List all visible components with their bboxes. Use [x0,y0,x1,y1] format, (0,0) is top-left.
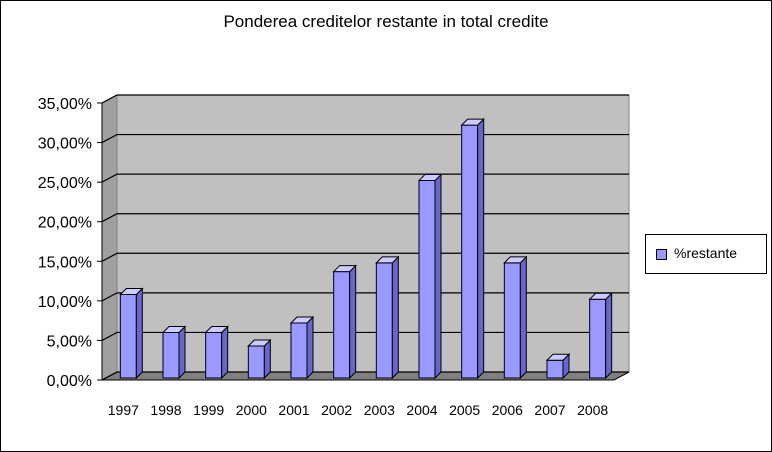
bar-side [605,292,613,380]
bar-top [588,292,613,300]
gridline [101,213,629,223]
bar-side [391,255,399,380]
bar [503,255,528,380]
gridline [101,292,629,302]
gridline [101,94,629,104]
x-tick-label: 2001 [278,402,309,418]
bar-top [247,339,272,347]
bar-side [477,117,485,380]
bar-top [545,353,571,361]
x-tick-label: 1999 [193,402,224,418]
bar-top [204,326,229,334]
bar-front [418,180,436,379]
bar-side [434,173,442,380]
back-wall [116,94,630,373]
bar [588,292,613,380]
x-tick-label: 2007 [534,402,565,418]
bar-front [589,298,607,379]
chart-title: Ponderea creditelor restante in total cr… [223,12,549,31]
x-tick-label: 2002 [321,402,352,418]
legend: %restante [645,234,767,274]
bar-top [161,326,187,334]
x-tick-label: 2000 [236,402,267,418]
bar-side [349,264,357,380]
bar [417,173,443,380]
bar-front [503,262,521,379]
bar-front [119,294,137,379]
bar [289,315,315,380]
y-tick-label: 0,00% [47,373,92,390]
bar [119,287,144,380]
bar-top [119,288,144,296]
bar [375,255,400,380]
bar-front [247,345,265,379]
y-tick-label: 25,00% [38,175,92,192]
x-tick-label: 2005 [449,402,480,418]
bar [204,325,229,380]
bar [161,325,187,380]
y-tick-label: 35,00% [38,96,92,113]
gridline [101,331,629,341]
x-tick-label: 2004 [406,402,437,418]
bar [545,353,571,380]
gridline [101,252,629,262]
x-tick-label: 2003 [364,402,395,418]
y-tick-label: 20,00% [38,215,92,232]
bar-front [162,332,180,379]
y-tick-label: 15,00% [38,254,92,271]
bar-front [290,322,308,379]
bar-front [461,124,479,379]
gridline [101,133,629,144]
gridline [101,173,629,183]
bar-side [135,287,143,380]
side-wall [101,94,118,381]
x-tick-label: 2008 [577,402,608,418]
bar-top [375,256,400,264]
y-tick-label: 30,00% [38,136,92,153]
x-tick-label: 1998 [150,402,181,418]
y-tick-label: 10,00% [38,294,92,311]
legend-swatch [656,249,667,260]
legend-label: %restante [674,245,738,261]
x-tick-label: 1997 [108,402,139,418]
bar-top [417,174,443,182]
bar-side [178,325,186,380]
bar-front [546,359,564,379]
bar-top [503,256,528,264]
bar-top [460,118,485,126]
bar [247,338,272,380]
bar-front [205,332,223,379]
x-tick-label: 2006 [492,402,523,418]
bar-top [289,316,315,324]
bar-side [221,325,229,380]
bar-side [519,255,527,380]
y-tick-label: 5,00% [47,333,92,350]
bar-front [333,271,351,379]
gridline [101,371,629,381]
bar [332,264,357,380]
bar-front [375,262,393,379]
bar-side [306,315,314,380]
bar [460,117,485,380]
bar-top [332,265,357,273]
